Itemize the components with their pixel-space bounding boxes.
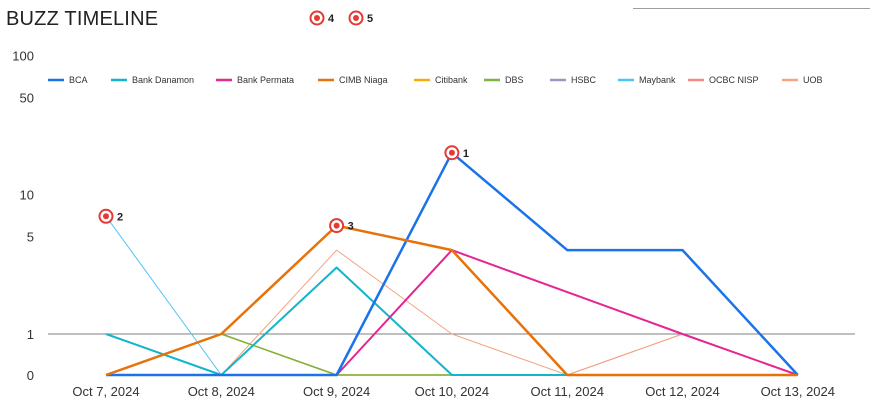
- x-tick-label-oct-7-2024: Oct 7, 2024: [72, 384, 139, 399]
- x-axis: Oct 7, 2024 Oct 8, 2024 Oct 9, 2024 Oct 10,…: [72, 384, 835, 399]
- x-tick-label-oct-10-2024: Oct 10, 2024: [415, 384, 489, 399]
- y-tick-label-50: 50: [20, 90, 34, 105]
- y-tick-label-5: 5: [27, 230, 34, 245]
- y-tick-label-0: 0: [27, 368, 34, 383]
- chart-title: BUZZ TIMELINE: [6, 8, 159, 30]
- x-tick-label-oct-11-2024: Oct 11, 2024: [530, 384, 603, 399]
- annotation-dot-1: [448, 149, 455, 156]
- legend-label-citibank[interactable]: Citibank: [435, 75, 468, 85]
- legend-label-dbs[interactable]: DBS: [505, 75, 524, 85]
- series-line-bank-permata[interactable]: [106, 249, 799, 376]
- legend-label-bank-danamon[interactable]: Bank Danamon: [132, 75, 194, 85]
- series-line-hsbc[interactable]: [105, 333, 798, 376]
- series-line-ocbc-nisp[interactable]: [106, 333, 798, 376]
- x-tick-label-oct-12-2024: Oct 12, 2024: [645, 384, 719, 399]
- series-line-cimb-niaga[interactable]: [105, 224, 798, 377]
- series-line-dbs[interactable]: [105, 333, 798, 376]
- legend-label-maybank[interactable]: Maybank: [639, 75, 676, 85]
- annotation-label-1: 1: [463, 148, 469, 160]
- series-line-maybank[interactable]: [105, 216, 798, 376]
- annotations: 1 2 3: [98, 145, 469, 234]
- annotation-dot-2: [103, 213, 109, 220]
- x-tick-label-oct-8-2024: Oct 8, 2024: [188, 384, 255, 399]
- header-marker-dot-4: [314, 15, 320, 21]
- legend-label-bca[interactable]: BCA: [69, 75, 88, 85]
- y-tick-label-10: 10: [20, 188, 34, 203]
- series-line-bca[interactable]: [106, 151, 799, 377]
- legend-label-hsbc[interactable]: HSBC: [571, 75, 597, 85]
- chart-legend: BCA Bank Danamon Bank Permata CIMB Niaga Cit…: [48, 75, 823, 85]
- header-marker-label-4: 4: [328, 13, 335, 25]
- series-line-citibank[interactable]: [105, 333, 798, 376]
- annotation-label-3: 3: [348, 221, 354, 233]
- x-tick-label-oct-13-2024: Oct 13, 2024: [761, 384, 835, 399]
- legend-label-ocbc-nisp[interactable]: OCBC NISP: [709, 75, 759, 85]
- legend-label-uob[interactable]: UOB: [803, 75, 823, 85]
- header-marker-label-5: 5: [367, 13, 373, 25]
- annotation-dot-3: [333, 222, 340, 229]
- y-axis: 0 1 5 10 50 100: [12, 48, 34, 383]
- y-tick-label-1: 1: [27, 327, 34, 342]
- legend-label-cimb-niaga[interactable]: CIMB Niaga: [339, 75, 388, 85]
- annotation-label-2: 2: [117, 211, 123, 223]
- legend-label-bank-permata[interactable]: Bank Permata: [237, 75, 294, 85]
- series-lines: [105, 151, 799, 377]
- x-tick-label-oct-9-2024: Oct 9, 2024: [303, 384, 370, 399]
- y-tick-label-100: 100: [12, 48, 34, 63]
- series-line-uob[interactable]: [106, 249, 798, 376]
- header-divider: [633, 8, 870, 9]
- header-marker-dot-5: [353, 15, 359, 21]
